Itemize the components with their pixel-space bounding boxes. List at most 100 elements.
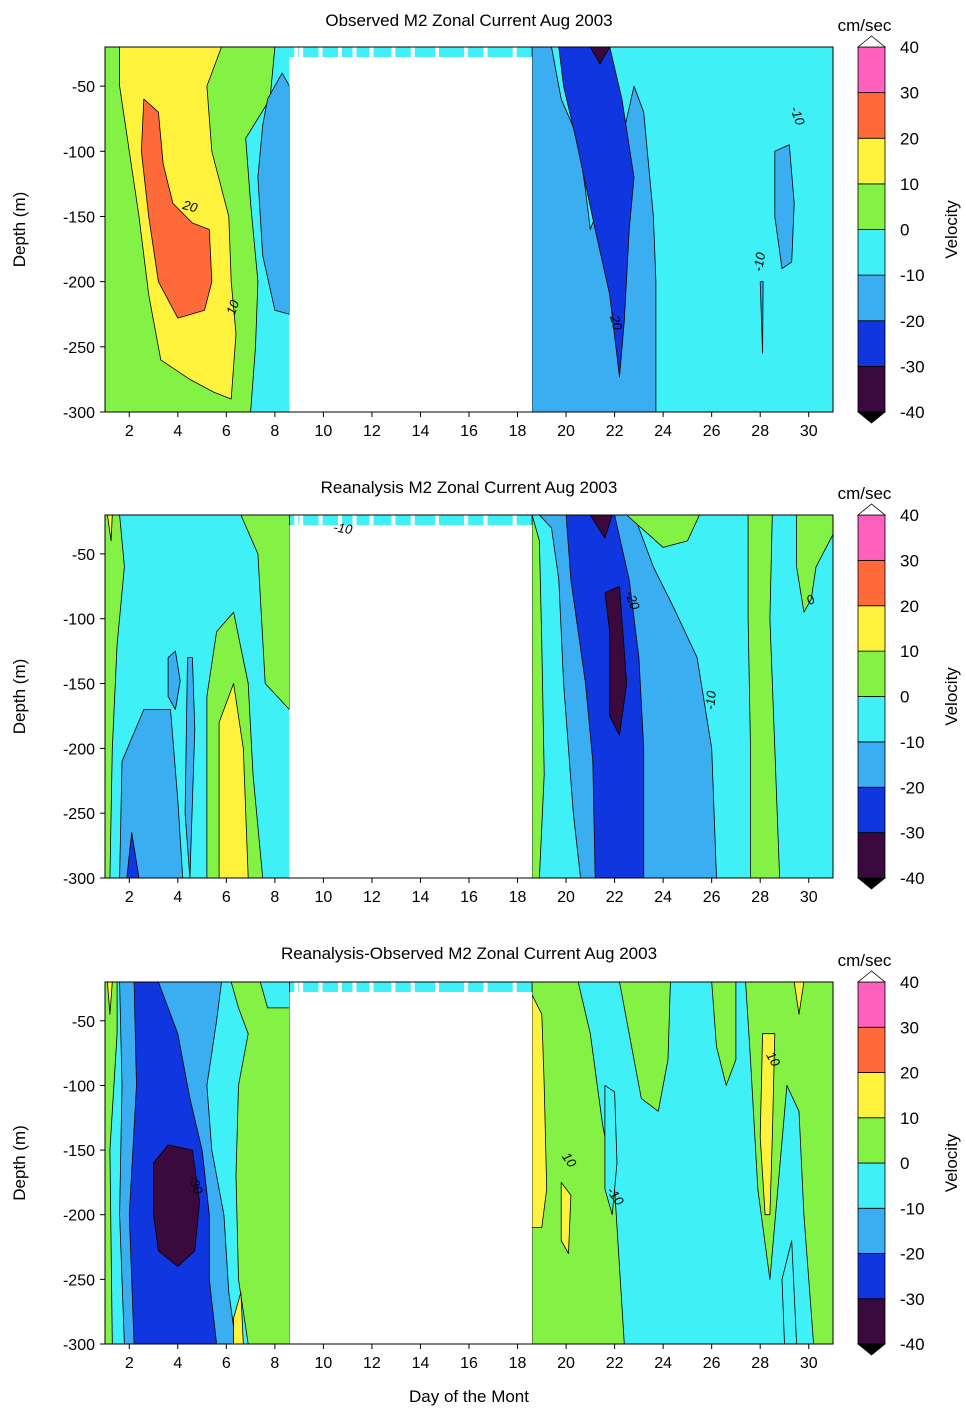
colorbar-tick-label: 20 xyxy=(900,1064,919,1083)
colorbar-bin xyxy=(857,981,886,1028)
colorbar-tick-label: 30 xyxy=(900,84,919,103)
contour-region-16 xyxy=(796,515,833,613)
colorbar-bin xyxy=(857,696,886,743)
colorbar-bin xyxy=(857,274,886,322)
colorbar-tick-label: 20 xyxy=(900,129,919,148)
contour-region-8 xyxy=(184,657,196,878)
x-tick-label: 24 xyxy=(654,423,672,440)
colorbar: -40 -30 -20 -10 0 10 20 30 40 cm/sec Velocity xyxy=(838,951,961,1356)
x-tick-label: 2 xyxy=(125,423,134,440)
contour-region-10 xyxy=(531,515,545,878)
y-tick-label: -100 xyxy=(63,1078,95,1095)
colorbar-unit: cm/sec xyxy=(838,951,892,970)
data-gap-notch-10 xyxy=(464,515,469,527)
y-tick-label: -300 xyxy=(63,871,95,888)
colorbar-tick-label: 30 xyxy=(900,551,919,570)
colorbar-tick-label: 0 xyxy=(900,1154,909,1173)
data-gap-notch-4 xyxy=(337,47,342,59)
colorbar-max-triangle xyxy=(856,35,887,48)
colorbar-label: Velocity xyxy=(942,1133,961,1192)
contour-label: -10 xyxy=(750,251,768,273)
x-tick-label: 18 xyxy=(509,889,527,906)
contour-region-1 xyxy=(105,982,118,1344)
colorbar: -40 -30 -20 -10 0 10 20 30 40 cm/sec Velocity xyxy=(838,16,961,424)
data-gap-notch-5 xyxy=(352,515,357,527)
data-gap-notch-1 xyxy=(294,515,299,527)
colorbar-bin xyxy=(857,1298,886,1345)
colorbar-label: Velocity xyxy=(942,667,961,726)
colorbar-min-triangle xyxy=(856,411,887,424)
plot-area: 20 10 -20 -10 -10 xyxy=(105,47,833,412)
data-gap-notch-3 xyxy=(318,47,323,59)
data-gap-notch-9 xyxy=(435,982,440,994)
contour-region-6 xyxy=(167,650,181,710)
contour-region-5 xyxy=(119,709,184,878)
x-tick-label: 30 xyxy=(800,423,818,440)
panel-2: Reanalysis M2 Zonal Current Aug 2003-10-… xyxy=(10,478,961,906)
contour-region-16 xyxy=(759,1033,776,1216)
y-tick-label: -100 xyxy=(63,612,95,629)
data-gap-notch-10 xyxy=(464,982,469,994)
colorbar-tick-label: 40 xyxy=(900,506,919,525)
colorbar-bin xyxy=(857,92,886,139)
contour-region-17 xyxy=(626,515,700,548)
colorbar-tick-label: -10 xyxy=(900,266,925,285)
x-tick-label: 28 xyxy=(751,889,769,906)
contour-label: -10 xyxy=(702,690,719,711)
x-tick-label: 26 xyxy=(703,1355,721,1372)
colorbar-tick-label: -10 xyxy=(900,733,925,752)
contour-region-8 xyxy=(233,1291,244,1344)
y-tick-label: -250 xyxy=(63,806,95,823)
x-tick-label: 22 xyxy=(606,1355,624,1372)
x-tick-label: 28 xyxy=(751,1355,769,1372)
colorbar-bin xyxy=(857,832,886,879)
data-gap-notch-3 xyxy=(318,515,323,527)
colorbar-min-triangle xyxy=(856,877,887,890)
x-tick-label: 20 xyxy=(557,889,575,906)
contour-region-14 xyxy=(711,982,737,1086)
data-gap-notch-8 xyxy=(410,47,415,59)
data-gap-notch-6 xyxy=(369,982,374,994)
x-tick-label: 6 xyxy=(222,1355,231,1372)
x-tick-label: 14 xyxy=(412,423,430,440)
x-tick-label: 30 xyxy=(800,889,818,906)
contour-label: -10 xyxy=(787,104,808,128)
data-gap-notch-4 xyxy=(337,982,342,994)
x-tick-label: 12 xyxy=(363,889,381,906)
colorbar-label: Velocity xyxy=(942,200,961,259)
colorbar-bin xyxy=(857,320,886,367)
contour-region-17 xyxy=(793,982,805,1015)
x-tick-label: 20 xyxy=(557,423,575,440)
data-gap-notch-4 xyxy=(337,515,342,527)
data-gap-notch-11 xyxy=(483,47,488,59)
colorbar-tick-label: -20 xyxy=(900,778,925,797)
colorbar-tick-label: -40 xyxy=(900,1335,925,1354)
x-tick-label: 16 xyxy=(460,889,478,906)
x-tick-label: 2 xyxy=(125,1355,134,1372)
colorbar-tick-label: -30 xyxy=(900,824,925,843)
contour-region-18 xyxy=(781,1240,797,1344)
colorbar-tick-label: 40 xyxy=(900,38,919,57)
data-gap-notch-12 xyxy=(512,982,517,994)
y-tick-label: -300 xyxy=(63,405,95,422)
contour-region-9 xyxy=(240,515,290,710)
colorbar-tick-label: 40 xyxy=(900,973,919,992)
x-tick-label: 8 xyxy=(270,423,279,440)
y-axis-label: Depth (m) xyxy=(10,192,29,268)
x-tick-label: 2 xyxy=(125,889,134,906)
panel-3: Reanalysis-Observed M2 Zonal Current Aug… xyxy=(10,944,961,1406)
x-tick-label: 22 xyxy=(606,423,624,440)
x-tick-label: 30 xyxy=(800,1355,818,1372)
colorbar-bin xyxy=(857,365,886,413)
y-tick-label: -150 xyxy=(63,677,95,694)
colorbar-tick-label: 0 xyxy=(900,221,909,240)
contour-region-6 xyxy=(230,982,290,1344)
panel-1: Observed M2 Zonal Current Aug 20032010-2… xyxy=(10,11,961,440)
data-gap-notch-11 xyxy=(483,515,488,527)
data-gap-notch-9 xyxy=(435,47,440,59)
x-tick-label: 24 xyxy=(654,889,672,906)
contour-region-5 xyxy=(153,1144,201,1267)
contour-region-8 xyxy=(774,144,795,270)
data-gap-notch-8 xyxy=(410,515,415,527)
x-tick-label: 10 xyxy=(315,889,333,906)
